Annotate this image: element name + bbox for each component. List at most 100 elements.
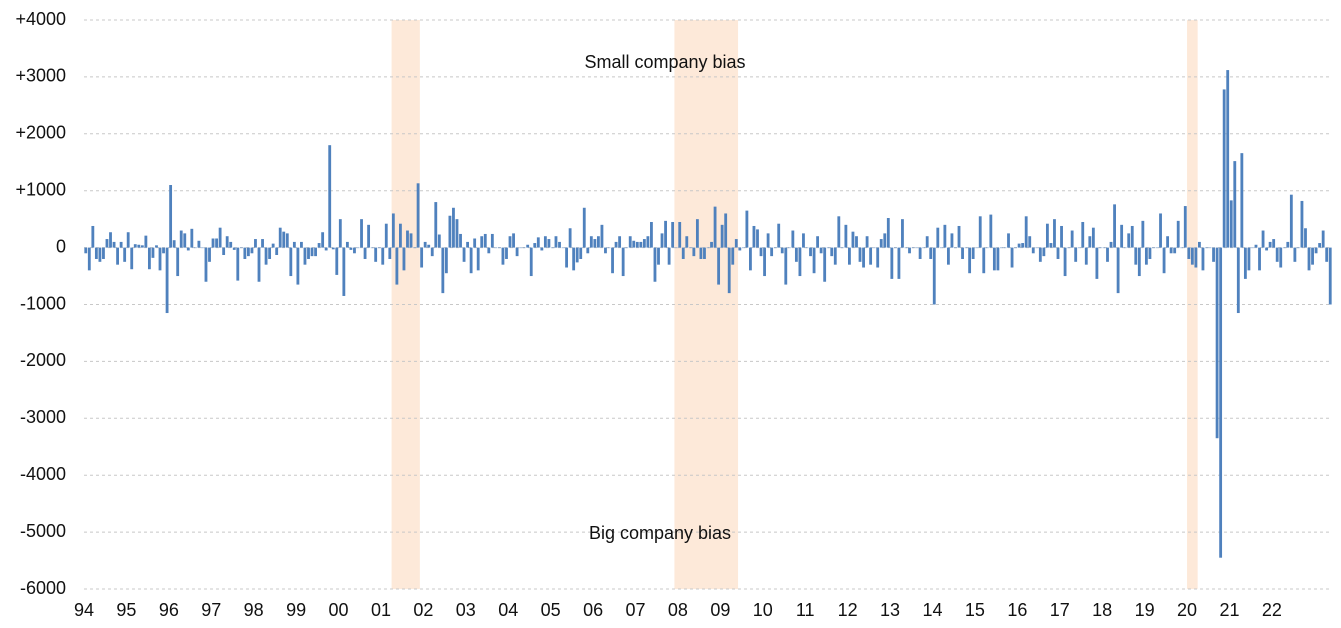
x-tick-label: 97 — [201, 600, 221, 620]
bar — [1017, 243, 1021, 248]
x-tick-label: 11 — [796, 600, 815, 620]
bar — [505, 247, 508, 259]
bar — [1106, 247, 1109, 262]
x-tick-label: 17 — [1050, 600, 1070, 620]
bar — [211, 238, 215, 248]
bar — [512, 233, 515, 248]
bar — [593, 239, 597, 248]
bar — [501, 247, 505, 265]
bar — [759, 247, 763, 257]
bar — [904, 247, 908, 249]
bar — [462, 247, 466, 262]
bar — [268, 247, 272, 259]
bar — [749, 247, 752, 271]
bar — [671, 221, 675, 248]
bar — [137, 244, 141, 248]
x-tick-label: 20 — [1177, 600, 1197, 620]
bar — [826, 247, 830, 249]
bar — [614, 241, 618, 248]
bar — [939, 247, 943, 249]
bar — [572, 247, 576, 271]
bar — [1198, 241, 1201, 248]
bar — [1325, 247, 1329, 262]
bar — [713, 206, 717, 248]
bar — [1226, 70, 1230, 248]
bar — [1314, 247, 1318, 254]
bar — [893, 247, 897, 249]
bar — [483, 233, 487, 248]
y-tick-label: -5000 — [20, 521, 66, 541]
bar — [155, 245, 158, 248]
bar — [869, 247, 873, 265]
bar — [427, 244, 431, 248]
bar — [331, 247, 335, 250]
bar — [558, 241, 561, 248]
bar — [310, 247, 314, 257]
bar — [547, 239, 551, 248]
bar — [1081, 221, 1085, 248]
bar — [837, 216, 841, 248]
bar — [540, 247, 544, 251]
bar — [932, 247, 936, 305]
bar — [911, 247, 915, 249]
bar — [208, 247, 211, 262]
bar — [582, 207, 586, 248]
bar — [978, 216, 982, 248]
bar — [476, 247, 480, 271]
bar — [459, 233, 462, 248]
bar — [172, 240, 176, 248]
bar — [452, 207, 455, 248]
bar — [794, 247, 798, 262]
bar — [374, 247, 378, 262]
bar — [706, 247, 710, 249]
bar — [985, 247, 989, 249]
x-tick-label: 16 — [1007, 600, 1027, 620]
bar — [596, 236, 600, 248]
bar — [250, 247, 254, 254]
bar — [657, 247, 660, 265]
bar — [823, 247, 827, 282]
bar — [1272, 239, 1276, 248]
bar — [1109, 241, 1113, 248]
bar — [1127, 233, 1131, 248]
bar — [777, 223, 781, 248]
bar — [901, 219, 904, 248]
bar — [193, 247, 197, 249]
bar — [703, 247, 706, 259]
bar — [586, 247, 590, 254]
y-tick-label: -2000 — [20, 350, 66, 370]
bar — [858, 247, 862, 262]
x-tick-label: 00 — [329, 600, 349, 620]
bar — [964, 247, 968, 249]
annotation: Small company bias — [584, 52, 745, 72]
y-tick-label: -1000 — [20, 293, 66, 313]
bar — [1219, 247, 1223, 558]
x-tick-label: 08 — [668, 600, 688, 620]
bar — [1293, 247, 1297, 262]
bar — [1095, 247, 1099, 279]
bar — [292, 241, 296, 248]
bar — [1166, 236, 1170, 248]
bar — [908, 247, 911, 254]
bar — [204, 247, 208, 282]
bar — [568, 228, 572, 248]
x-tick-label: 96 — [159, 600, 179, 620]
bar — [1060, 225, 1063, 248]
x-tick-label: 06 — [583, 600, 603, 620]
y-tick-label: +4000 — [15, 9, 66, 29]
bar — [409, 233, 413, 248]
bar — [922, 247, 926, 249]
bar — [1289, 194, 1293, 248]
bar — [975, 247, 979, 249]
bar — [1056, 247, 1060, 259]
bar — [954, 247, 957, 249]
bar — [381, 247, 385, 265]
bar — [1187, 247, 1191, 259]
bar — [395, 247, 399, 285]
bar — [229, 241, 233, 248]
bar — [929, 247, 933, 259]
bar — [1084, 247, 1088, 265]
bar — [1155, 247, 1159, 249]
bar — [650, 221, 653, 248]
